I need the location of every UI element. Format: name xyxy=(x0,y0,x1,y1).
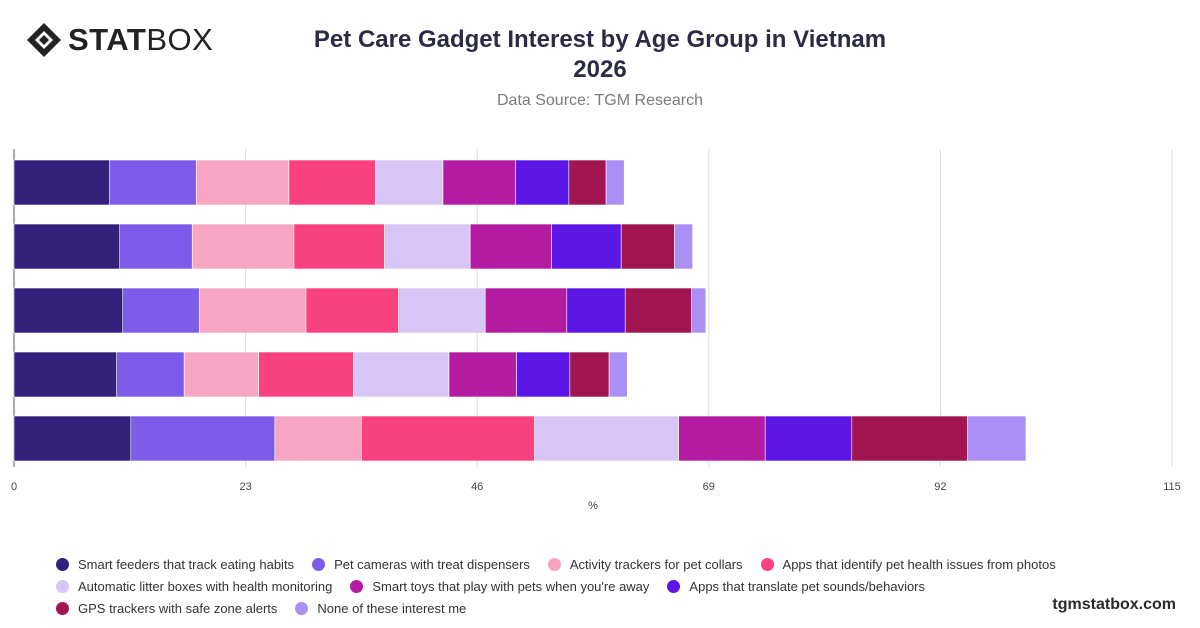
x-tick-label: 115 xyxy=(1163,481,1181,493)
bar-segment xyxy=(274,415,362,462)
legend-item[interactable]: Pet cameras with treat dispensers xyxy=(312,556,530,572)
bar-segment xyxy=(13,287,124,334)
legend-label: GPS trackers with safe zone alerts xyxy=(78,600,278,616)
chart-subtitle: Data Source: TGM Research xyxy=(496,92,703,109)
bar-segment xyxy=(198,287,307,334)
logo-text-bold: STAT xyxy=(68,22,147,57)
statbox-logo: STATBOX xyxy=(26,22,213,58)
legend-swatch xyxy=(760,557,774,571)
bar-segment xyxy=(851,415,968,462)
bar-segment xyxy=(122,287,200,334)
bar-segment xyxy=(448,351,517,398)
chart-title-line1: Pet Care Gadget Interest by Age Group in… xyxy=(313,26,887,53)
legend-swatch xyxy=(56,579,69,593)
legend-swatch xyxy=(312,557,326,571)
bar-segment xyxy=(967,415,1027,462)
statbox-diamond-icon xyxy=(27,23,61,57)
bar-segment xyxy=(674,223,693,270)
bar-segment xyxy=(13,223,121,270)
chart-title-line2: 2026 xyxy=(573,56,627,83)
legend-label: None of these interest me xyxy=(317,600,467,616)
bar-segment xyxy=(119,223,193,270)
x-tick-label: 0 xyxy=(11,481,17,493)
bar-segment xyxy=(605,159,625,206)
bar-segment xyxy=(624,287,692,334)
bar-segment xyxy=(191,223,295,270)
legend-item[interactable]: Automatic litter boxes with health monit… xyxy=(56,578,332,594)
bar-segment xyxy=(678,415,766,462)
bar-segment xyxy=(293,223,385,270)
bar-segment xyxy=(568,159,607,206)
legend-item[interactable]: None of these interest me xyxy=(295,600,466,616)
x-tick-label: 69 xyxy=(703,481,715,493)
stacked-bar-chart: 0 23 46 69 92 115% xyxy=(11,149,1181,512)
legend-item[interactable]: Smart feeders that track eating habits xyxy=(56,556,294,572)
bar-segment xyxy=(195,159,290,206)
bar-segment xyxy=(183,351,259,398)
legend-swatch xyxy=(56,601,69,615)
bar-segment xyxy=(361,415,535,462)
x-tick-label: 23 xyxy=(239,481,251,493)
bar-segment xyxy=(305,287,399,334)
bar-segment xyxy=(353,351,450,398)
logo-text: STATBOX xyxy=(68,22,213,58)
bar-segment xyxy=(13,159,110,206)
legend-item[interactable]: Apps that translate pet sounds/behaviors xyxy=(667,578,925,594)
legend-label: Apps that translate pet sounds/behaviors xyxy=(689,578,926,594)
chart-title: Pet Care Gadget Interest by Age Group in… xyxy=(300,25,900,85)
legend-label: Smart feeders that track eating habits xyxy=(78,556,295,572)
bar-segment xyxy=(691,287,707,334)
bar-segment xyxy=(469,223,553,270)
bar-segment xyxy=(566,287,626,334)
bar-segment xyxy=(116,351,185,398)
x-axis-label: % xyxy=(588,500,598,512)
bar-segment xyxy=(534,415,679,462)
bar-segment xyxy=(375,159,444,206)
bar-segment xyxy=(764,415,853,462)
logo-text-light: BOX xyxy=(146,22,214,57)
bar-segment xyxy=(384,223,471,270)
legend-item[interactable]: Smart toys that play with pets when you'… xyxy=(350,578,649,594)
legend-swatch xyxy=(547,557,561,571)
chart-legend: Smart feeders that track eating habits Pe… xyxy=(56,556,1146,616)
legend-swatch xyxy=(295,601,309,615)
bar-segment xyxy=(398,287,486,334)
legend-item[interactable]: Activity trackers for pet collars xyxy=(547,556,743,572)
bar-segment xyxy=(484,287,568,334)
bar-segment xyxy=(13,415,132,462)
bar-segment xyxy=(620,223,675,270)
legend-swatch xyxy=(56,557,69,571)
bar-segment xyxy=(608,351,628,398)
bar-segment xyxy=(288,159,376,206)
bar-segment xyxy=(569,351,610,398)
footer-site: tgmstatbox.com xyxy=(1052,596,1176,613)
x-tick-label: 92 xyxy=(934,481,946,493)
bar-segment xyxy=(130,415,276,462)
legend-label: Smart toys that play with pets when you'… xyxy=(372,578,650,594)
legend-label: Activity trackers for pet collars xyxy=(569,556,743,572)
legend-label: Pet cameras with treat dispensers xyxy=(334,556,530,572)
legend-swatch xyxy=(350,579,364,593)
x-tick-label: 46 xyxy=(471,481,483,493)
bar-segment xyxy=(258,351,354,398)
bar-segment xyxy=(13,351,118,398)
legend-label: Apps that identify pet health issues fro… xyxy=(782,556,1056,572)
legend-item[interactable]: Apps that identify pet health issues fro… xyxy=(760,556,1056,572)
bar-segment xyxy=(516,351,571,398)
legend-label: Automatic litter boxes with health monit… xyxy=(78,578,333,594)
legend-item[interactable]: GPS trackers with safe zone alerts xyxy=(56,600,277,616)
legend-swatch xyxy=(667,579,681,593)
bar-segment xyxy=(515,159,570,206)
bar-segment xyxy=(551,223,622,270)
bar-segment xyxy=(109,159,197,206)
bar-segment xyxy=(442,159,516,206)
